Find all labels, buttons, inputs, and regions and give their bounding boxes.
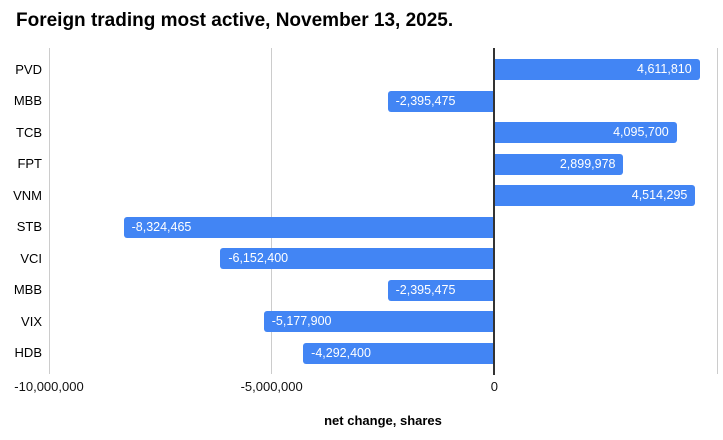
bar-value-label: -6,152,400	[228, 251, 289, 266]
bar-value-label: 2,899,978	[559, 156, 616, 171]
plot-area: -10,000,000 -5,000,000 0 PVD 4,611,810 MBB -2,…	[13, 48, 718, 394]
bar: 4,514,295	[494, 185, 696, 207]
gridline	[48, 48, 50, 374]
category-label: VIX	[21, 313, 42, 329]
zero-axis-line	[493, 48, 496, 375]
bar-value-label: -4,292,400	[311, 345, 371, 360]
chart-title: Foreign trading most active, November 13…	[16, 10, 454, 31]
category-label: VNM	[13, 187, 42, 203]
category-label: FPT	[17, 156, 42, 172]
category-label: TCB	[16, 124, 42, 140]
bar: 4,611,810	[494, 59, 700, 81]
x-axis-title: net change, shares	[324, 413, 442, 428]
gridline	[716, 48, 718, 374]
x-tick-label: -5,000,000	[240, 379, 303, 394]
bar: -8,324,465	[123, 216, 495, 238]
bar: -5,177,900	[263, 311, 495, 333]
bar: -4,292,400	[303, 342, 495, 364]
category-label: HDB	[14, 345, 42, 361]
bar: -2,395,475	[387, 90, 495, 112]
bar-value-label: -5,177,900	[271, 314, 332, 329]
bar-value-label: 4,611,810	[637, 62, 692, 77]
bar: -6,152,400	[220, 248, 495, 270]
category-label: PVD	[15, 61, 42, 77]
bar-value-label: 4,095,700	[613, 125, 669, 140]
category-label: VCI	[20, 250, 42, 266]
bar-value-label: 4,514,295	[631, 188, 688, 203]
category-label: MBB	[13, 93, 42, 109]
bar-value-label: -2,395,475	[395, 93, 456, 108]
bar: -2,395,475	[387, 279, 495, 301]
bar: 4,095,700	[494, 122, 677, 144]
x-tick-label: -10,000,000	[14, 379, 84, 394]
x-tick-label: 0	[490, 379, 498, 394]
gridline	[271, 48, 273, 374]
category-label: STB	[16, 219, 42, 235]
bar-value-label: -2,395,475	[395, 282, 456, 297]
bar: 2,899,978	[494, 153, 624, 175]
bar-value-label: -8,324,465	[131, 219, 192, 234]
category-label: MBB	[13, 282, 42, 298]
